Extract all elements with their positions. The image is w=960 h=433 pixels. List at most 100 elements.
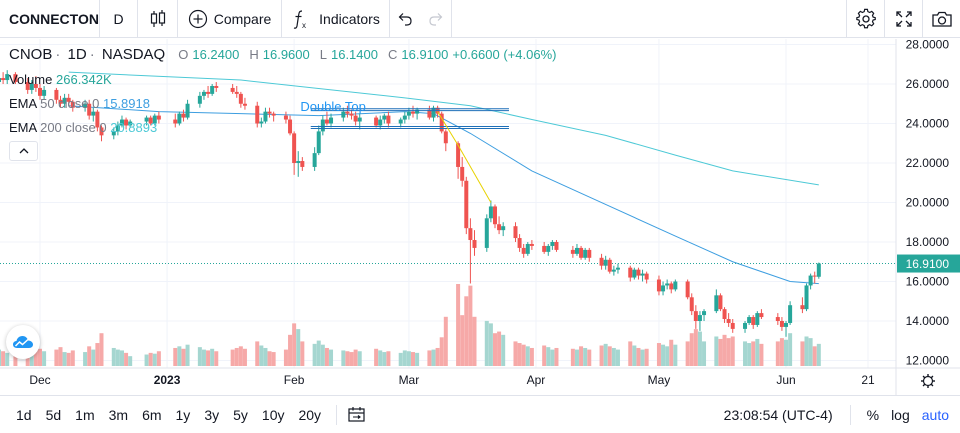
range-button-20y[interactable]: 20y: [298, 406, 322, 423]
clock-timezone[interactable]: 23:08:54 (UTC-4): [724, 405, 851, 425]
range-button-1y[interactable]: 1y: [175, 406, 191, 423]
log-scale-button[interactable]: log: [891, 407, 910, 423]
price-chart[interactable]: Double Top 28.0000 26.0000 24.0000 22.0000 20…: [0, 39, 960, 395]
volume-bar: [714, 336, 719, 366]
collapse-legend-button[interactable]: [9, 141, 38, 161]
top-toolbar: CONNECTONE D Compare x Indic: [0, 0, 960, 38]
range-button-10y[interactable]: 10y: [261, 406, 285, 423]
compare-button[interactable]: Compare: [178, 0, 282, 38]
ema50-legend[interactable]: EMA 50 close 0 15.8918: [9, 96, 150, 111]
candle-body: [70, 101, 75, 108]
candle-body: [374, 117, 379, 126]
candle-body: [398, 119, 403, 124]
ohlc-close: 16.9100: [401, 47, 449, 62]
calendar-range-icon: [348, 406, 365, 422]
plus-circle-icon: [188, 9, 207, 28]
ohlc-l-label: L: [319, 47, 327, 62]
chart-area[interactable]: Double Top 28.0000 26.0000 24.0000 22.0000 20…: [0, 39, 960, 395]
range-button-3y[interactable]: 3y: [204, 406, 220, 423]
candle-body: [259, 121, 264, 124]
volume-bar: [324, 347, 329, 366]
candle-body: [702, 311, 707, 316]
candle-body: [300, 161, 305, 167]
volume-bar: [70, 350, 75, 366]
volume-bar: [283, 349, 288, 366]
volume-bar: [374, 348, 379, 366]
ema50-line: [68, 105, 819, 285]
auto-scale-button[interactable]: auto: [921, 407, 949, 423]
symbol-search[interactable]: CONNECTONE: [0, 0, 100, 38]
redo-icon[interactable]: [427, 10, 445, 28]
range-button-6m[interactable]: 6m: [142, 406, 162, 423]
candle-body: [197, 95, 202, 104]
camera-icon: [931, 11, 952, 27]
price-tick-label: 14.0000: [906, 314, 950, 328]
candle-body: [640, 273, 645, 276]
candle-body: [788, 305, 793, 323]
candle-body: [615, 267, 620, 270]
volume-bar: [0, 349, 2, 366]
candle-body: [804, 285, 809, 310]
candle-body: [775, 317, 780, 321]
indicators-button[interactable]: x Indicators: [282, 0, 390, 38]
volume-bar: [439, 337, 444, 366]
settings-button[interactable]: [846, 0, 884, 38]
volume-bar: [730, 336, 735, 366]
interval-button[interactable]: D: [100, 0, 138, 38]
tradingview-logo[interactable]: [6, 325, 40, 359]
candle-body: [517, 238, 522, 248]
candle-body: [488, 206, 493, 219]
snapshot-button[interactable]: [922, 0, 960, 38]
candle-body: [38, 87, 42, 96]
candle-body: [214, 85, 219, 88]
last-price-label: 16.9100: [906, 257, 950, 271]
range-button-5d[interactable]: 5d: [45, 406, 62, 423]
volume-bar: [230, 349, 235, 366]
volume-bar: [210, 348, 215, 366]
undo-icon[interactable]: [396, 10, 414, 28]
candle-body: [148, 117, 153, 124]
volume-bar: [611, 347, 616, 366]
candle-body: [66, 97, 71, 102]
axis-settings-icon[interactable]: [921, 374, 935, 388]
range-button-1d[interactable]: 1d: [16, 406, 32, 423]
chevron-up-icon: [19, 148, 28, 154]
volume-bar: [1, 351, 6, 366]
volume-bar: [378, 350, 383, 366]
volume-bar: [804, 336, 809, 366]
candle-body: [316, 131, 321, 154]
ema200-legend[interactable]: EMA 200 close 0 20.8893: [9, 120, 157, 135]
fullscreen-button[interactable]: [884, 0, 922, 38]
candle-body: [353, 115, 358, 122]
volume-bar: [255, 341, 260, 366]
candle-body: [87, 103, 92, 116]
candle-body: [579, 247, 584, 258]
percent-scale-button[interactable]: %: [866, 407, 880, 423]
candle-body: [58, 99, 63, 104]
candle-body: [525, 243, 530, 254]
candle-body: [345, 111, 350, 114]
volume-legend[interactable]: Volume 266.342K: [9, 72, 112, 87]
candle-body: [468, 228, 473, 241]
candle-body: [111, 131, 116, 136]
candle-body: [685, 281, 690, 298]
range-button-5y[interactable]: 5y: [233, 406, 248, 423]
volume-bar: [492, 333, 497, 366]
chart-type-button[interactable]: [138, 0, 178, 38]
volume-bar: [267, 351, 272, 366]
range-button-3m[interactable]: 3m: [108, 406, 129, 423]
candle-body: [460, 166, 465, 181]
ohlc-c-label: C: [387, 47, 398, 62]
candle-body: [415, 109, 420, 114]
candle-body: [206, 91, 211, 94]
volume-bar: [751, 341, 756, 366]
range-button-1m[interactable]: 1m: [75, 406, 95, 423]
volume-bar: [99, 333, 104, 366]
volume-bar: [152, 353, 157, 366]
ohlc-o-label: O: [178, 47, 189, 62]
time-tick-label: Dec: [29, 373, 50, 387]
go-to-date-button[interactable]: [347, 406, 367, 424]
volume-bar: [501, 334, 506, 366]
ohlc-open: 16.2400: [192, 47, 240, 62]
volume-bar: [484, 320, 489, 366]
